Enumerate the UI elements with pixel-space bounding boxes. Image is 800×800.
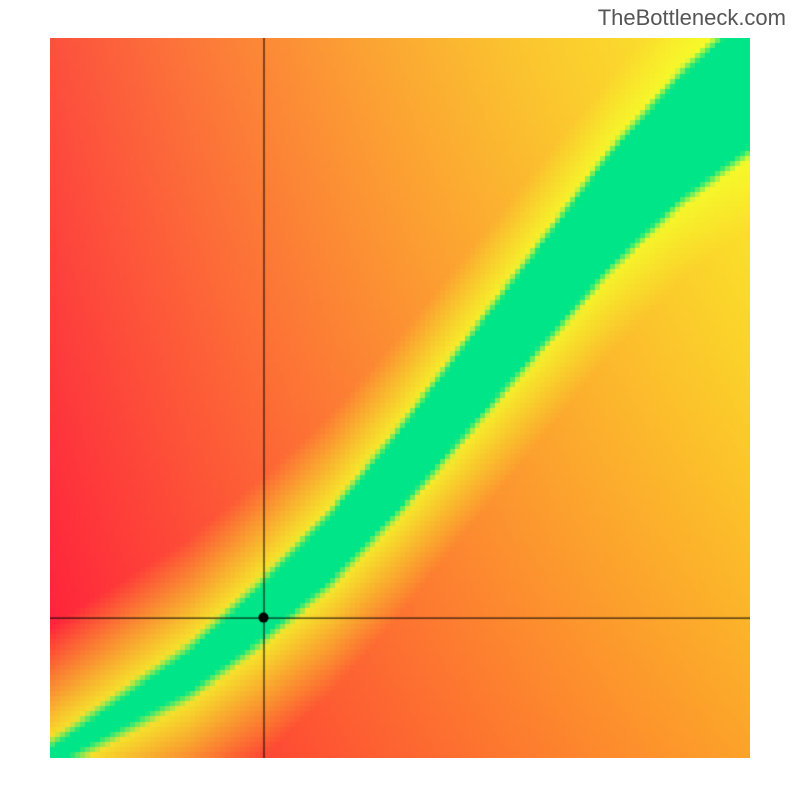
heatmap-canvas <box>50 38 750 758</box>
chart-container: TheBottleneck.com <box>0 0 800 800</box>
bottleneck-heatmap-plot <box>50 38 750 758</box>
watermark-text: TheBottleneck.com <box>598 5 786 31</box>
